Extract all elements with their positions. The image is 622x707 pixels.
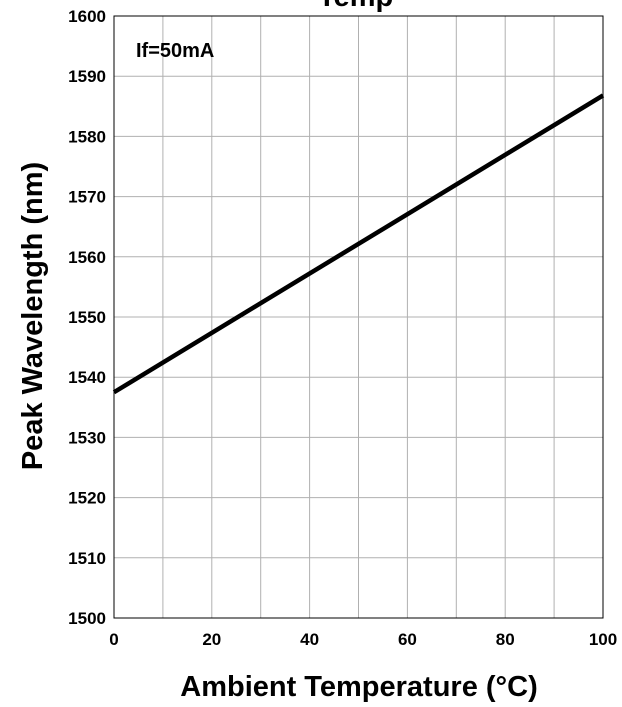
chart-title: Temp: [318, 0, 393, 13]
y-tick-label: 1590: [68, 67, 106, 86]
x-tick-label: 80: [496, 630, 515, 649]
y-tick-label: 1560: [68, 248, 106, 267]
x-tick-label: 100: [589, 630, 617, 649]
y-tick-label: 1540: [68, 368, 106, 387]
y-tick-label: 1550: [68, 308, 106, 327]
x-tick-labels: 0 20 40 60 80 100: [109, 630, 617, 649]
x-axis-title: Ambient Temperature (°C): [180, 671, 538, 703]
x-tick-label: 40: [300, 630, 319, 649]
y-tick-label: 1520: [68, 489, 106, 508]
y-tick-label: 1510: [68, 549, 106, 568]
y-tick-label: 1570: [68, 188, 106, 207]
plot-frame: [113, 15, 604, 619]
series-layer: [112, 93, 605, 395]
y-tick-label: 1500: [68, 609, 106, 628]
y-tick-label: 1580: [68, 127, 106, 146]
y-tick-labels: 1500 1510 1520 1530 1540 1550 1560 1570 1580 1590…: [68, 7, 106, 628]
y-tick-label: 1600: [68, 7, 106, 26]
x-tick-label: 20: [202, 630, 221, 649]
x-tick-label: 60: [398, 630, 417, 649]
horizontal-gridlines: [114, 75, 603, 559]
x-tick-label: 0: [109, 630, 118, 649]
y-axis-title: Peak Wavelength (nm): [17, 162, 49, 470]
series-line: [112, 93, 605, 395]
y-tick-label: 1530: [68, 428, 106, 447]
current-annotation: If=50mA: [136, 40, 214, 62]
